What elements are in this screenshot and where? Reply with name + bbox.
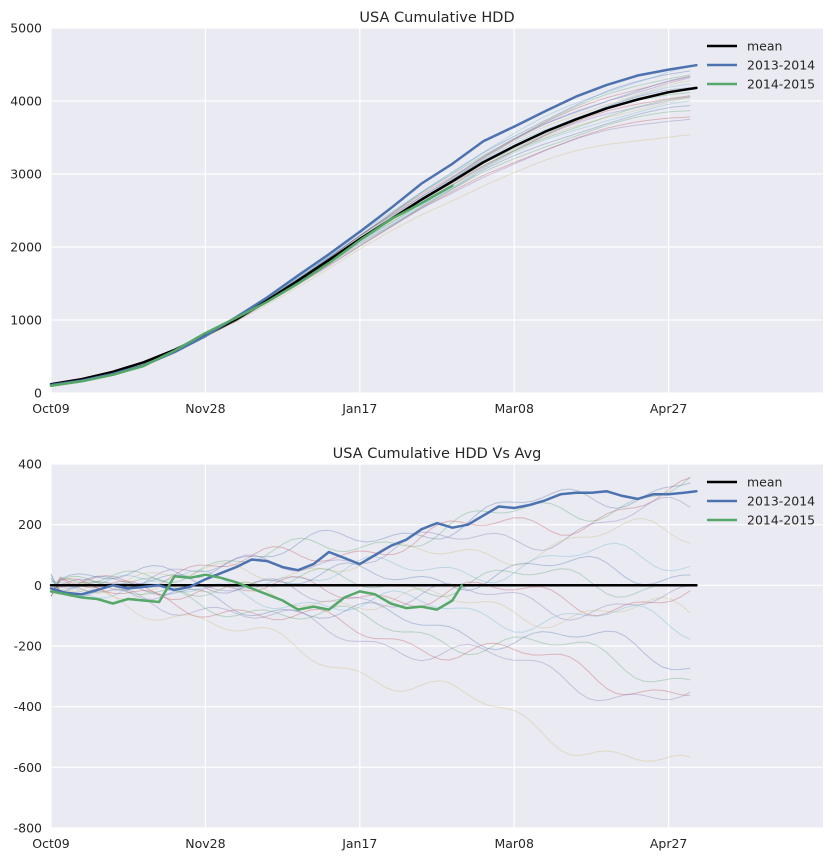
historical-season-line [50, 567, 691, 598]
x-tick-label: Oct09 [32, 401, 70, 416]
series-lines [49, 490, 698, 611]
y-tick-label: 1000 [10, 313, 42, 328]
grid [50, 27, 823, 394]
series-line-2014-2015 [49, 184, 454, 387]
historical-season-line [50, 581, 691, 629]
x-tick-label: Apr27 [650, 836, 688, 851]
y-tick-label: 400 [18, 457, 42, 472]
x-tick-labels: Oct09 Nov28 Jan17 Mar08 Apr27 [32, 401, 687, 416]
series-line-2014-2015 [49, 573, 463, 611]
y-tick-label: -200 [14, 639, 42, 654]
x-tick-label: Nov28 [185, 401, 225, 416]
legend-label: 2014-2015 [747, 77, 815, 92]
legend: mean 2013-2014 2014-2015 [707, 39, 815, 92]
legend: mean 2013-2014 2014-2015 [707, 475, 815, 528]
x-tick-label: Nov28 [185, 836, 225, 851]
y-tick-labels: -800 -600 -400 -200 0 200 400 [14, 457, 42, 836]
x-tick-label: Mar08 [494, 401, 534, 416]
legend-label: 2013-2014 [747, 58, 815, 73]
historical-season-lines [50, 476, 691, 762]
x-tick-label: Jan17 [341, 401, 377, 416]
y-tick-label: -400 [14, 699, 42, 714]
historical-season-line [50, 578, 691, 697]
legend-label: 2013-2014 [747, 494, 815, 509]
y-tick-label: 2000 [10, 240, 42, 255]
y-tick-label: -600 [14, 760, 42, 775]
historical-season-line [50, 574, 691, 683]
historical-season-line [50, 578, 691, 702]
historical-season-line [50, 476, 691, 593]
legend-label: mean [747, 39, 782, 54]
y-tick-label: -800 [14, 821, 42, 836]
y-tick-label: 3000 [10, 167, 42, 182]
y-tick-label: 0 [34, 578, 42, 593]
x-tick-label: Oct09 [32, 836, 70, 851]
historical-season-line [50, 578, 691, 621]
y-tick-label: 200 [18, 517, 42, 532]
series-line-2013-2014 [49, 490, 698, 596]
historical-season-line [50, 497, 691, 592]
historical-season-line [50, 588, 691, 762]
x-tick-labels: Oct09 Nov28 Jan17 Mar08 Apr27 [32, 836, 687, 851]
legend-label: 2014-2015 [747, 513, 815, 528]
y-tick-label: 4000 [10, 94, 42, 109]
historical-season-line [50, 576, 691, 617]
x-tick-label: Mar08 [494, 836, 534, 851]
chart-title: USA Cumulative HDD [359, 10, 514, 26]
legend-label: mean [747, 475, 782, 490]
cumulative-hdd-vs-avg-chart: -800 -600 -400 -200 0 200 400 Oct09 Nov28 Jan17 M… [14, 446, 823, 851]
historical-season-line [50, 555, 691, 594]
cumulative-hdd-chart: 0 1000 2000 3000 4000 5000 Oct09 Nov28 Jan17 Mar… [10, 10, 823, 416]
y-tick-label: 5000 [10, 21, 42, 36]
y-tick-label: 0 [34, 386, 42, 401]
x-tick-label: Jan17 [341, 836, 377, 851]
chart-title: USA Cumulative HDD Vs Avg [333, 446, 542, 462]
historical-season-line [50, 577, 691, 671]
series-lines [49, 63, 698, 387]
x-tick-label: Apr27 [650, 401, 688, 416]
y-tick-labels: 0 1000 2000 3000 4000 5000 [10, 21, 42, 401]
